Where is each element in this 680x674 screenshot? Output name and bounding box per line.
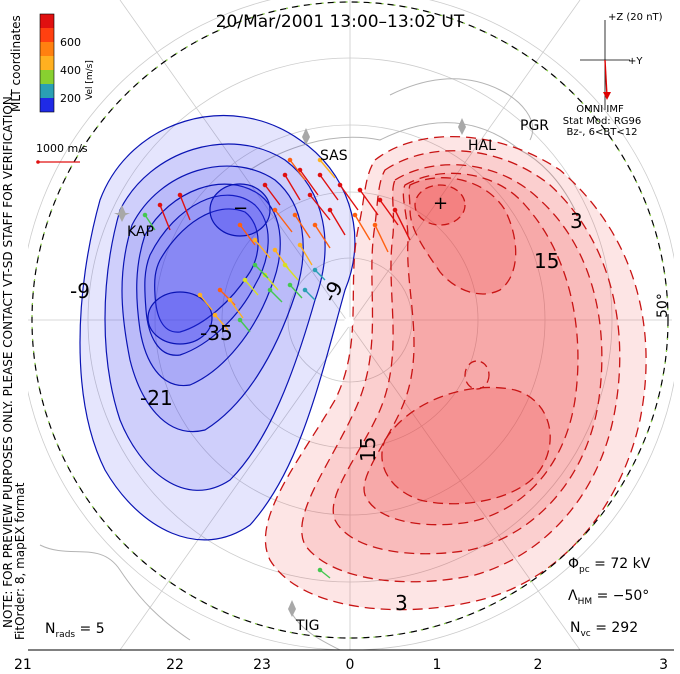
contour-label-pos-4: 3 (395, 591, 408, 615)
contour-label-neg-1: -9 (70, 279, 90, 303)
station-pgr: PGR (520, 118, 549, 134)
positive-potential-cell (264, 135, 647, 611)
imf-y-label: +Y (628, 56, 643, 67)
coordinate-label: MLT coordinates (9, 15, 23, 112)
scale-vector-label: 1000 m/s (36, 142, 88, 155)
imf-clock (580, 20, 630, 110)
station-kap: KAP (127, 224, 154, 240)
contour-label-neg-2: -35 (200, 321, 233, 345)
contour-label-pos-1: 15 (534, 249, 559, 273)
stat-nvc: Nvc = 292 (570, 620, 638, 639)
imf-z-label: +Z (20 nT) (608, 12, 663, 23)
imf-stat-mod: Stat Mod: RG96 (563, 116, 642, 127)
min-potential-marker: − (233, 198, 248, 219)
stat-lambda-hm: ΛHM = −50° (568, 588, 649, 607)
stat-nrads: Nrads = 5 (45, 621, 105, 640)
station-hal: HAL (468, 138, 496, 154)
station-markers (114, 118, 466, 617)
mlt-tick-23: 23 (253, 657, 271, 673)
velocity-vectors (142, 157, 411, 579)
mlt-tick-21: 21 (14, 657, 32, 673)
velocity-colorbar (39, 13, 55, 113)
preview-note: NOTE: FOR PREVIEW PURPOSES ONLY. PLEASE … (1, 92, 15, 628)
boundary-circle (31, 1, 669, 639)
contour-label-pos-2: 3 (570, 209, 583, 233)
colorbar-unit: Vel [m/s] (85, 60, 95, 100)
imf-condition: Bz-, 6<BT<12 (567, 127, 638, 138)
mlt-tick-1: 1 (433, 657, 442, 673)
stat-phi-pc: Φpc = 72 kV (568, 556, 651, 575)
colorbar-tick-600: 600 (60, 36, 81, 49)
fit-order-note: FitOrder: 8, mapEX format (13, 482, 27, 640)
contour-label-neg-3: -21 (140, 386, 173, 410)
mlt-tick-2: 2 (534, 657, 543, 673)
map-title: 20/Mar/2001 13:00–13:02 UT (216, 12, 465, 32)
station-sas: SAS (320, 148, 348, 164)
max-potential-marker: + (433, 193, 448, 214)
colorbar-tick-400: 400 (60, 64, 81, 77)
mlt-tick-22: 22 (166, 657, 184, 673)
mlt-tick-0: 0 (346, 657, 355, 673)
latitude-label: 50° (655, 293, 671, 318)
mlt-tick-3: 3 (659, 657, 668, 673)
colorbar-tick-200: 200 (60, 92, 81, 105)
station-tig: TIG (295, 618, 320, 634)
imf-source: OMNI IMF (576, 104, 624, 115)
contour-label-pos-3: 15 (356, 437, 380, 462)
